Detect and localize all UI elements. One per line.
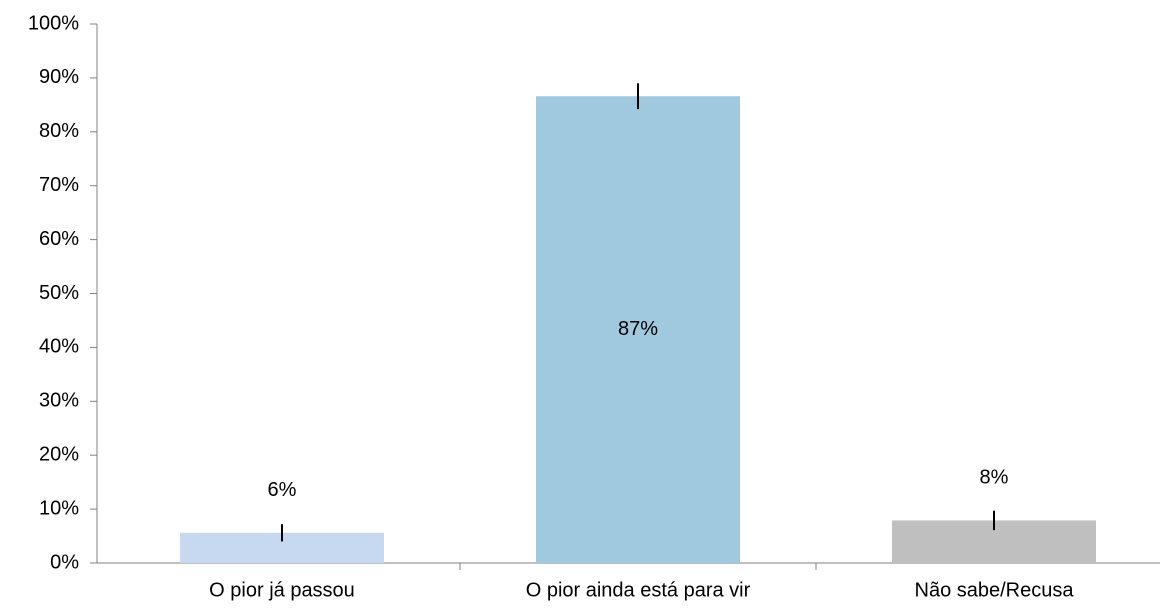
y-tick-label: 30% [39,390,79,412]
value-label: 8% [980,467,1009,489]
x-tick-label: Não sabe/Recusa [915,579,1075,601]
x-tick-label: O pior já passou [209,579,355,601]
y-tick-label: 60% [39,228,79,250]
y-tick-label: 70% [39,174,79,196]
y-tick-label: 10% [39,497,79,519]
value-label: 6% [268,479,297,501]
y-tick-label: 90% [39,66,79,88]
y-tick-label: 80% [39,120,79,142]
y-tick-label: 40% [39,336,79,358]
y-tick-label: 50% [39,282,79,304]
y-tick-label: 100% [28,12,79,34]
bar [536,96,740,563]
x-tick-label: O pior ainda está para vir [526,579,751,601]
y-tick-label: 0% [50,551,79,573]
y-tick-label: 20% [39,443,79,465]
value-label: 87% [618,318,658,340]
